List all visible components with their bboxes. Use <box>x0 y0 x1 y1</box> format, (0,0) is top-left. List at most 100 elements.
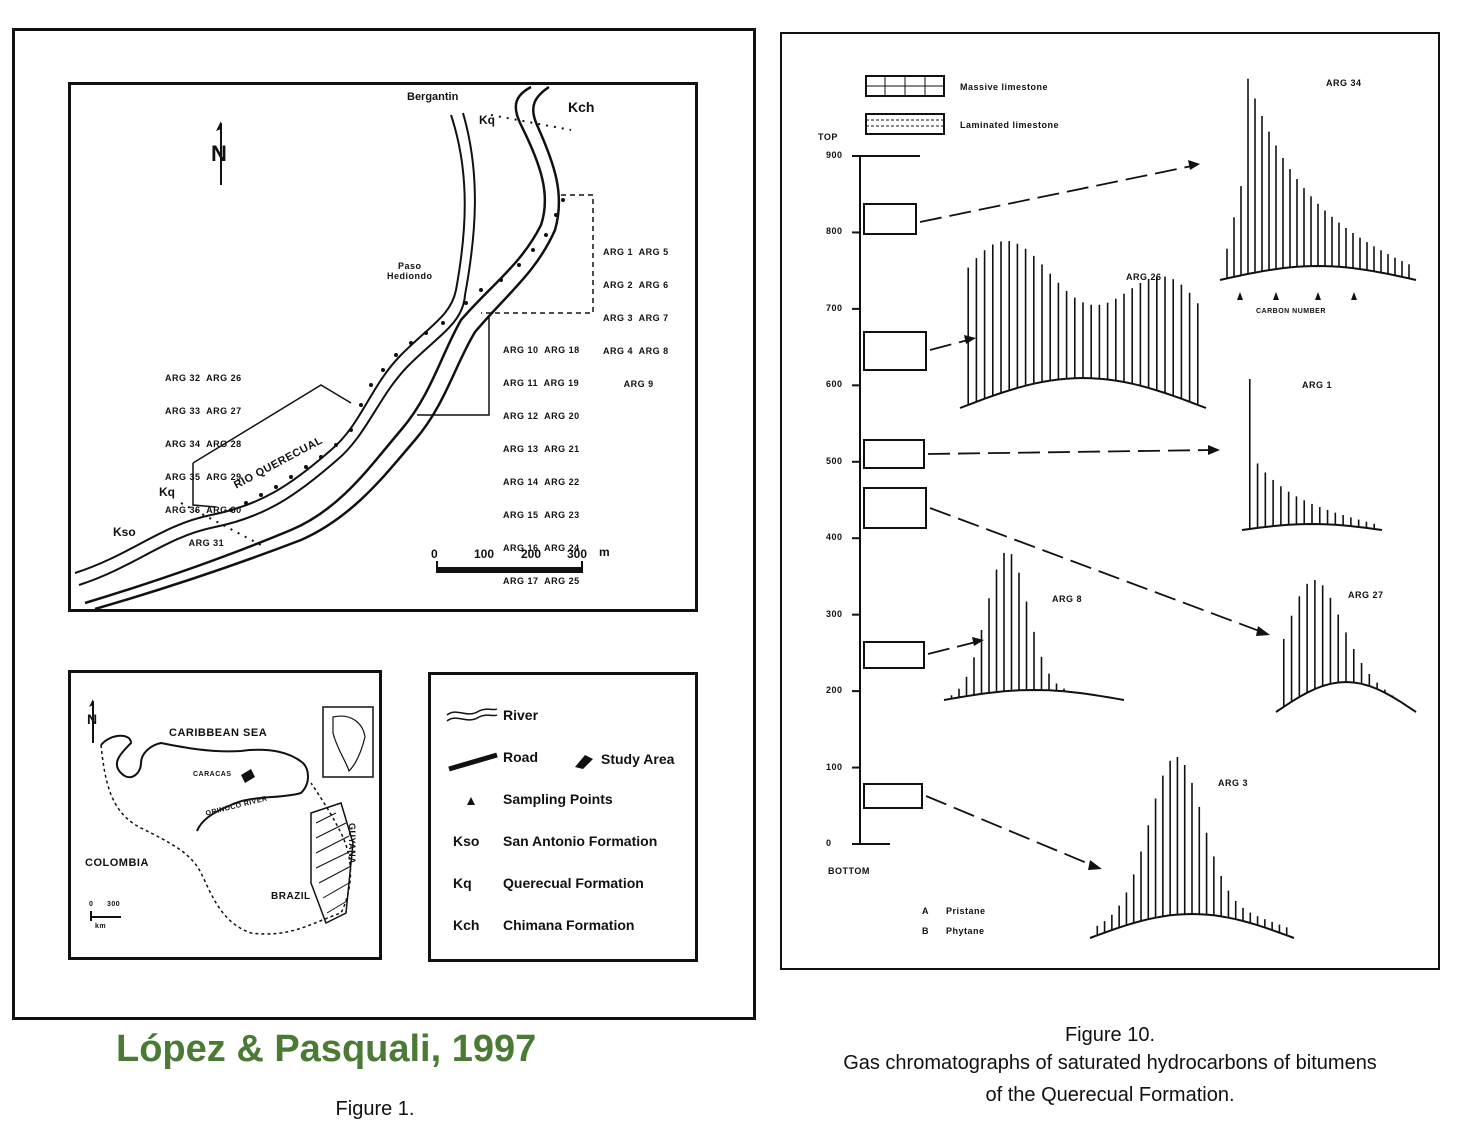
legend-river: River <box>503 707 539 723</box>
chrom-label-arg3: ARG 3 <box>1218 778 1249 788</box>
depth-tick-label: 600 <box>826 379 843 390</box>
depth-axis <box>859 155 920 845</box>
label-paso-hediondo: Paso Hediondo <box>387 261 433 281</box>
chrom-arg26 <box>959 241 1207 409</box>
label-kso: Kso <box>113 525 136 539</box>
chrom-arg1 <box>1241 378 1383 531</box>
chrom-arg27 <box>1275 580 1417 713</box>
north-label: N <box>211 141 227 166</box>
inset-drawing <box>89 699 374 935</box>
north-arrow-icon <box>216 121 222 185</box>
river-symbol-icon <box>446 708 498 722</box>
box-arg34 <box>863 203 917 235</box>
label-guyana: GUYANA <box>347 823 357 865</box>
sampling-symbol-icon <box>467 797 475 805</box>
scale-tick-300: 300 <box>567 547 588 561</box>
sample-list-right-top: ARG 1 ARG 5 ARG 2 ARG 6 ARG 3 ARG 7 ARG … <box>603 247 669 389</box>
scale-unit: m <box>599 545 610 559</box>
phytane-label: Phytane <box>946 926 985 936</box>
chrom-arg27-baseline <box>1275 680 1417 713</box>
pristane-key: A <box>922 906 929 916</box>
scale-tick-0: 0 <box>431 547 438 561</box>
legend-kch-code: Kch <box>453 917 480 933</box>
depth-tick-label: 300 <box>826 608 843 619</box>
figure1-caption: Figure 1. <box>335 1098 415 1120</box>
venezuela-border <box>100 744 352 935</box>
pristane-label: Pristane <box>946 906 986 916</box>
label-bergantin: Bergantin <box>407 91 459 103</box>
sample-boxes <box>863 203 927 809</box>
depth-tick-label: 500 <box>826 455 843 466</box>
chrom-arg8-baseline <box>943 688 1125 701</box>
carbon-marker-icon <box>1315 292 1321 300</box>
south-america-locator <box>322 706 374 778</box>
figure10-drawing <box>852 75 1417 939</box>
sample-brackets <box>192 194 594 508</box>
formation-boundaries <box>180 114 572 546</box>
study-area-symbol-icon <box>575 755 593 769</box>
box-arg3 <box>863 783 923 809</box>
legend-kch-label: Chimana Formation <box>503 917 635 933</box>
box-arg26 <box>863 331 927 371</box>
guyana-area <box>310 802 354 925</box>
depth-tick-label: 400 <box>826 532 843 543</box>
chrom-arg34-baseline <box>1219 264 1417 281</box>
road-symbol-icon <box>448 752 498 772</box>
chrom-label-arg26: ARG 26 <box>1126 272 1162 282</box>
label-colombia: COLOMBIA <box>85 857 149 869</box>
chrom-label-arg1: ARG 1 <box>1302 380 1333 390</box>
label-brazil: BRAZIL <box>271 891 311 902</box>
depth-tick-label: 0 <box>826 838 832 848</box>
figure10-caption-line1: Gas chromatographs of saturated hydrocar… <box>843 1052 1377 1074</box>
venezuela-coast <box>100 734 309 832</box>
chrom-arg1-baseline <box>1241 522 1383 531</box>
legend-kq-label: Querecual Formation <box>503 875 644 891</box>
label-kq-top: Kq <box>479 113 495 127</box>
legend-study-area: Study Area <box>601 751 675 767</box>
map-scale-bar <box>436 561 583 573</box>
depth-tick-label: 700 <box>826 302 843 313</box>
label-kq-left: Kq <box>159 485 175 499</box>
inset-scale-300: 300 <box>107 901 121 908</box>
phytane-key: B <box>922 926 929 936</box>
legend-kq-code: Kq <box>453 875 472 891</box>
chrom-arg8 <box>943 552 1125 701</box>
inset-scale-0: 0 <box>89 901 94 908</box>
figure10-frame <box>780 32 1440 970</box>
inset-north-label: N <box>87 711 98 727</box>
inset-scale-bar <box>90 911 121 921</box>
map-drawing <box>74 85 594 609</box>
box-arg27 <box>863 487 927 529</box>
carbon-number-label: CARBON NUMBER <box>1256 308 1326 315</box>
inset-scale-unit: km <box>95 923 107 930</box>
figure1-frame <box>12 28 756 1020</box>
chrom-arg3-baseline <box>1089 912 1295 939</box>
box-arg1 <box>863 439 925 469</box>
legend-road: Road <box>503 749 538 765</box>
depth-bottom-label: BOTTOM <box>828 866 870 876</box>
river-path <box>74 112 476 586</box>
depth-tick-label: 100 <box>826 761 843 772</box>
chrom-label-arg27: ARG 27 <box>1348 590 1384 600</box>
chrom-arg26-baseline <box>959 376 1207 409</box>
chrom-arg3 <box>1089 756 1295 939</box>
scale-tick-100: 100 <box>474 547 495 561</box>
laminated-limestone-swatch <box>865 113 945 135</box>
arrows <box>919 165 1263 867</box>
depth-tick-label: 900 <box>826 150 843 160</box>
legend-massive-limestone: Massive limestone <box>960 82 1049 92</box>
box-arg8 <box>863 641 925 669</box>
legend-sampling-points: Sampling Points <box>503 791 613 807</box>
carbon-marker-icon <box>1351 292 1357 300</box>
legend-symbols <box>446 708 498 805</box>
road-path <box>84 85 561 609</box>
chrom-label-arg8: ARG 8 <box>1052 594 1083 604</box>
legend-laminated-limestone: Laminated limestone <box>960 120 1060 130</box>
author-credit: López & Pasquali, 1997 <box>116 1028 537 1070</box>
massive-limestone-swatch <box>865 75 945 97</box>
carbon-marker-icon <box>1237 292 1243 300</box>
figure10-caption-title: Figure 10. <box>1064 1024 1156 1046</box>
figure10-caption-line2: of the Querecual Formation. <box>985 1084 1235 1106</box>
study-area-marker <box>241 769 255 783</box>
legend-kso-label: San Antonio Formation <box>503 833 658 849</box>
